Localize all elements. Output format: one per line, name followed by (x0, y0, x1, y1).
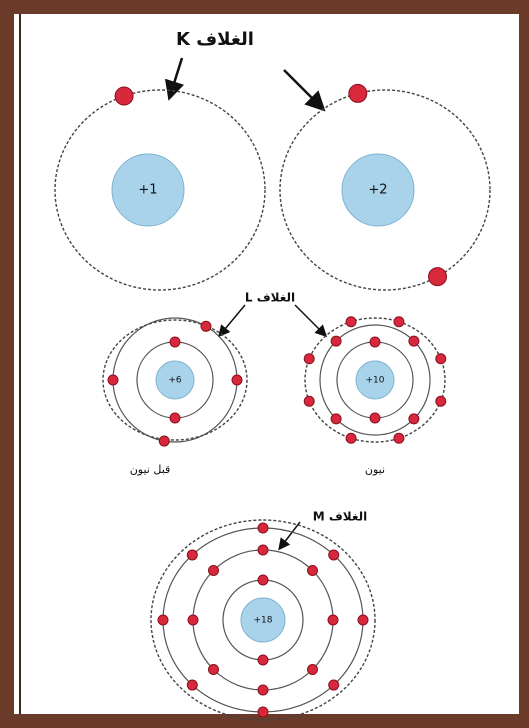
electron (329, 680, 339, 690)
electron (370, 337, 380, 347)
electron (346, 433, 356, 443)
k-shell-label: الغلاف K (176, 29, 254, 50)
atom-name: قبل نيون (130, 463, 171, 476)
electron (209, 566, 219, 576)
electron (370, 413, 380, 423)
electron (307, 664, 317, 674)
electron (187, 680, 197, 690)
electron (115, 87, 133, 105)
electron (349, 84, 367, 102)
electron (258, 523, 268, 533)
electron (394, 433, 404, 443)
electron (436, 354, 446, 364)
nucleus-charge: +18 (254, 616, 273, 626)
nucleus-charge: +2 (368, 183, 387, 198)
electron (329, 550, 339, 560)
atom-name: نيون (365, 463, 385, 476)
electron (258, 685, 268, 695)
diagram: الغلاف K الغلاف L الغلاف M +1+2+6+10+18 … (0, 0, 529, 728)
electron (258, 575, 268, 585)
electron (304, 396, 314, 406)
electron (429, 268, 447, 286)
electron (358, 615, 368, 625)
electron (258, 707, 268, 717)
electron (170, 337, 180, 347)
electron (328, 615, 338, 625)
electron (258, 545, 268, 555)
electron (307, 566, 317, 576)
electron (201, 321, 211, 331)
electron (170, 413, 180, 423)
nucleus-charge: +10 (366, 376, 385, 386)
nucleus-charge: +1 (138, 183, 157, 198)
electron (159, 436, 169, 446)
electron (436, 396, 446, 406)
electron (346, 317, 356, 327)
electron (331, 414, 341, 424)
electron (331, 336, 341, 346)
electron (188, 615, 198, 625)
nucleus-charge: +6 (168, 376, 182, 386)
electron (304, 354, 314, 364)
electron (394, 317, 404, 327)
l-shell-label: الغلاف L (245, 291, 295, 305)
electron (409, 414, 419, 424)
electron (158, 615, 168, 625)
m-shell-label: الغلاف M (313, 510, 368, 524)
electron (258, 655, 268, 665)
electron (409, 336, 419, 346)
electron (187, 550, 197, 560)
electron (232, 375, 242, 385)
electron (209, 664, 219, 674)
electron (108, 375, 118, 385)
